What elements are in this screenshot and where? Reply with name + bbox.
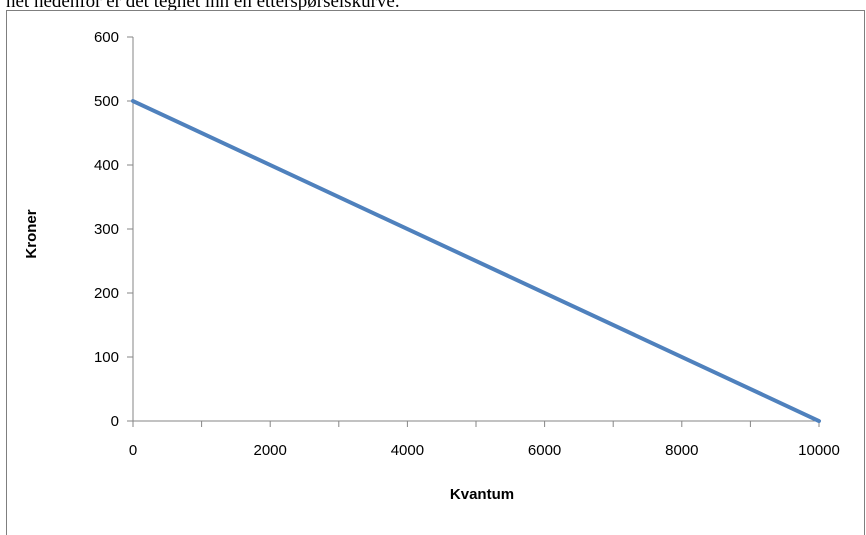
y-tick-label: 0 (111, 413, 119, 430)
x-tick-label: 0 (129, 442, 137, 459)
y-tick-label: 400 (94, 157, 119, 174)
demand-curve-line (131, 99, 821, 423)
caption-text: net nedenfor er det tegnet inn en etters… (6, 0, 400, 12)
x-axis-title: Kvantum (450, 486, 514, 503)
chart-frame (6, 10, 865, 535)
y-tick-label: 100 (94, 349, 119, 366)
y-tick-label: 200 (94, 285, 119, 302)
chart-axes (132, 37, 819, 422)
x-tick-label: 4000 (391, 442, 424, 459)
x-tick-label: 6000 (528, 442, 561, 459)
chart-series (131, 99, 821, 423)
y-tick-label: 500 (94, 93, 119, 110)
y-axis-title: Kroner (23, 209, 40, 258)
x-tick-label: 8000 (665, 442, 698, 459)
x-tick-label: 10000 (798, 442, 840, 459)
x-tick-label: 2000 (254, 442, 287, 459)
y-tick-label: 300 (94, 221, 119, 238)
y-tick-label: 600 (94, 29, 119, 46)
